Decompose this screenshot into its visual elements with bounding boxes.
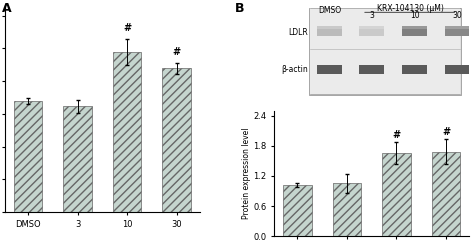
Bar <box>317 26 342 29</box>
Bar <box>445 26 470 29</box>
Bar <box>402 26 427 29</box>
Bar <box>283 185 312 236</box>
Bar <box>359 29 384 36</box>
Bar <box>382 153 411 236</box>
Text: DMSO: DMSO <box>318 6 341 15</box>
Bar <box>310 8 460 94</box>
Bar <box>445 65 470 74</box>
Bar <box>359 26 384 29</box>
Bar <box>63 106 92 212</box>
Bar <box>333 183 361 236</box>
Bar <box>113 52 141 212</box>
Text: #: # <box>123 23 131 33</box>
Text: KRX-104130 (μM): KRX-104130 (μM) <box>377 5 444 13</box>
Bar <box>359 65 384 74</box>
Bar <box>14 101 42 212</box>
Text: #: # <box>442 127 450 137</box>
Bar <box>317 29 342 36</box>
Bar <box>162 68 191 212</box>
Text: 10: 10 <box>410 11 419 20</box>
Text: A: A <box>2 2 12 15</box>
Bar <box>445 29 470 36</box>
Bar <box>402 29 427 36</box>
Text: β-actin: β-actin <box>282 65 308 74</box>
Text: #: # <box>392 130 401 140</box>
Text: B: B <box>235 2 244 15</box>
Bar <box>432 152 460 236</box>
Bar <box>309 8 462 95</box>
Text: LDLR: LDLR <box>289 28 308 37</box>
Bar <box>317 65 342 74</box>
Text: 3: 3 <box>369 11 374 20</box>
Text: 30: 30 <box>453 11 463 20</box>
Bar <box>402 65 427 74</box>
Y-axis label: Protein expression level: Protein expression level <box>242 128 251 219</box>
Text: #: # <box>173 47 181 57</box>
